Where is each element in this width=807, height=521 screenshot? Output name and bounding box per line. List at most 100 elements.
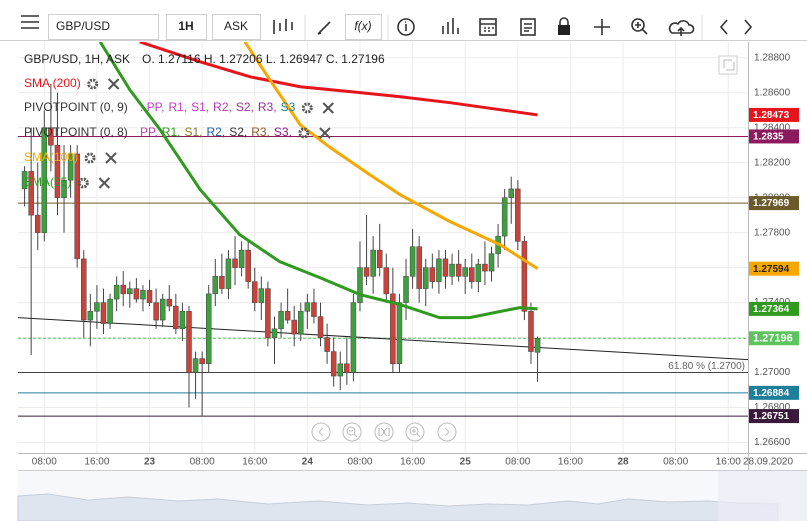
y-tick-label: 1.28200 xyxy=(754,157,791,168)
reset-zoom[interactable] xyxy=(374,422,394,442)
pivot-legend-item: R3, xyxy=(258,100,277,114)
menu-button[interactable] xyxy=(21,15,39,29)
candle-body xyxy=(521,241,528,312)
price-marker-label: 1.28473 xyxy=(753,110,790,121)
candle-body xyxy=(376,249,383,268)
candle-body xyxy=(61,179,67,198)
remove-icon[interactable] xyxy=(319,127,331,139)
x-tick-label: 23 xyxy=(144,457,156,468)
candle-body xyxy=(482,263,488,272)
price-marker-label: 1.26751 xyxy=(753,411,790,422)
candle-body xyxy=(54,144,61,198)
scroll-right[interactable] xyxy=(437,422,457,442)
settings-icon[interactable] xyxy=(84,152,96,164)
remove-icon[interactable] xyxy=(107,78,120,90)
side: ASK xyxy=(224,19,248,33)
lock-button[interactable] xyxy=(558,17,570,35)
pivot-legend-item: S3, xyxy=(274,125,292,139)
symbol-input[interactable] xyxy=(48,14,159,40)
forward-button[interactable] xyxy=(744,19,753,35)
price-marker xyxy=(749,196,799,211)
settings-icon[interactable] xyxy=(298,127,310,139)
plot-area xyxy=(18,42,748,453)
candle-body xyxy=(429,267,436,282)
cloud-button[interactable] xyxy=(668,20,695,36)
candle-body xyxy=(186,311,192,373)
settings-icon[interactable] xyxy=(87,78,99,90)
pivot-legend-item: R3, xyxy=(251,125,270,139)
remove-icon[interactable] xyxy=(105,152,117,164)
chart-type-button[interactable] xyxy=(273,19,293,34)
candle-body xyxy=(219,276,225,289)
info-button[interactable] xyxy=(397,18,415,36)
crosshair-button[interactable] xyxy=(594,19,610,35)
candle-body xyxy=(74,153,80,260)
price-marker xyxy=(749,409,799,424)
candle-body xyxy=(153,302,159,321)
candle-body xyxy=(192,358,199,373)
candle-body xyxy=(436,258,442,282)
candle-body xyxy=(238,249,245,268)
candle-body xyxy=(120,284,126,295)
expand-button[interactable] xyxy=(718,55,738,75)
candle-body xyxy=(298,311,304,335)
pivot-legend-item: R1, xyxy=(168,100,187,114)
candle-body xyxy=(350,302,357,373)
x-tick-label: 16:00 xyxy=(716,457,741,468)
price-marker-label: 1.27196 xyxy=(753,333,793,345)
chart-header: GBP/USD, 1H, ASK xyxy=(24,52,130,66)
candle-body xyxy=(232,258,238,268)
report-button[interactable] xyxy=(520,18,536,36)
candle-body xyxy=(534,338,541,353)
settings-icon[interactable] xyxy=(77,177,89,189)
candle-body xyxy=(94,302,100,312)
calendar-button[interactable] xyxy=(479,18,497,36)
candle-body xyxy=(173,305,179,330)
remove-icon[interactable] xyxy=(322,102,334,114)
zoom-out[interactable] xyxy=(342,422,362,442)
y-tick-label: 1.28600 xyxy=(754,87,791,98)
function-button[interactable] xyxy=(345,14,382,40)
sma-line xyxy=(98,42,538,320)
candle-body xyxy=(133,288,140,300)
price-marker xyxy=(749,107,799,122)
x-tick-label: 25 xyxy=(460,457,472,468)
side-button[interactable] xyxy=(212,14,261,40)
back-button[interactable] xyxy=(719,19,728,35)
candle-body xyxy=(324,337,330,352)
legend-label: SMA(100) xyxy=(24,150,78,164)
price-marker-label: 1.27364 xyxy=(753,304,790,315)
candle-body xyxy=(100,302,107,324)
candle-body xyxy=(21,171,28,190)
x-tick-label: 08:00 xyxy=(347,457,372,468)
indicators-button[interactable] xyxy=(442,18,459,34)
scroll-left[interactable] xyxy=(311,422,331,442)
candle-body xyxy=(166,298,173,307)
candle-body xyxy=(488,253,495,272)
zoom-button[interactable] xyxy=(631,18,648,35)
draw-button[interactable] xyxy=(317,21,331,35)
pivot-legend-item: S1, xyxy=(184,125,202,139)
sma-line xyxy=(139,42,538,117)
candle-body xyxy=(199,358,205,365)
pivot-legend-item: S2, xyxy=(229,125,247,139)
navigator xyxy=(17,471,807,521)
x-tick-label: 24 xyxy=(302,457,314,468)
settings-icon[interactable] xyxy=(301,102,313,114)
candle-body xyxy=(258,288,265,303)
candle-body xyxy=(48,127,54,146)
candle-body xyxy=(265,288,271,338)
candle-body xyxy=(462,267,468,277)
pivot-legend-item: S2, xyxy=(236,100,254,114)
price-marker-label: 1.27594 xyxy=(753,264,790,275)
candle-body xyxy=(515,188,521,242)
interval-button[interactable] xyxy=(166,14,207,40)
interval: 1H xyxy=(178,19,193,33)
candle-body xyxy=(225,258,232,289)
price-marker xyxy=(749,385,799,400)
remove-icon[interactable] xyxy=(98,177,111,189)
price-marker-label: 1.27969 xyxy=(753,198,790,209)
x-tick-label: 08:00 xyxy=(190,457,215,468)
price-marker xyxy=(749,129,799,144)
zoom-in[interactable] xyxy=(405,422,425,442)
